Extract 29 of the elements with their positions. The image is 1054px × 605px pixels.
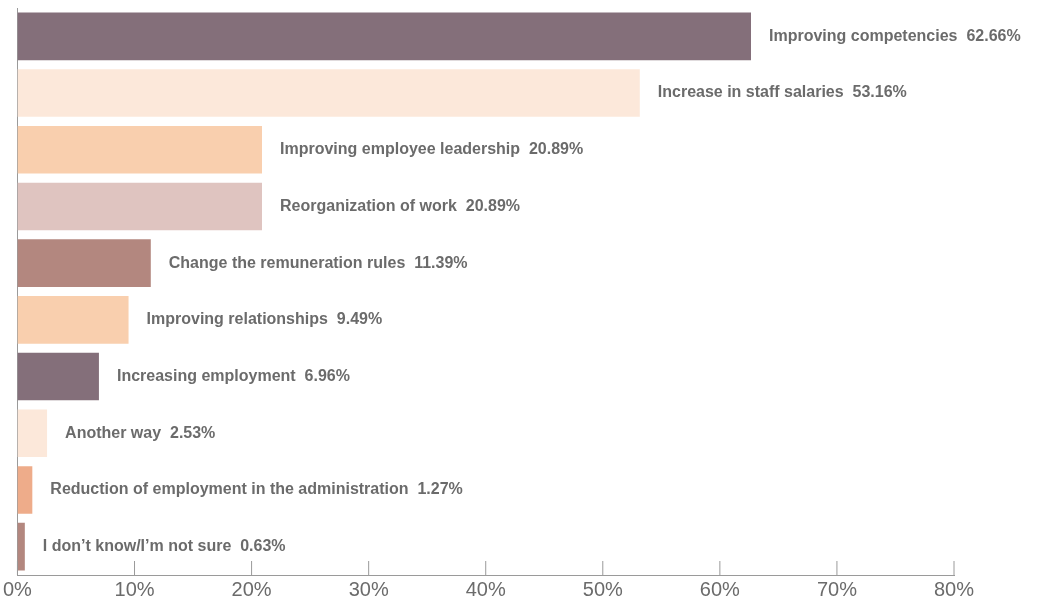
x-tick-label: 80% — [933, 577, 975, 600]
x-tick-label: 40% — [465, 577, 506, 600]
bar — [17, 466, 33, 514]
bar — [17, 12, 751, 61]
x-tick-label: 50% — [582, 577, 624, 600]
category-label: Change the remuneration rules 11.39% — [168, 253, 468, 271]
category-label: Improving employee leadership 20.89% — [280, 140, 584, 158]
category-label: Improving competencies 62.66% — [769, 26, 1021, 44]
x-tick-label: 70% — [816, 577, 858, 600]
category-label: Improving relationships 9.49% — [146, 310, 383, 328]
bar — [17, 182, 263, 231]
category-label: Reorganization of work 20.89% — [280, 196, 521, 214]
category-label: I don’t know/I’m not sure 0.63% — [42, 537, 286, 555]
category-label: Reduction of employment in the administration 1.27% — [50, 480, 463, 498]
x-tick-label: 20% — [231, 577, 272, 600]
category-label: Another way 2.53% — [65, 423, 216, 441]
bar — [17, 296, 129, 344]
x-tick-label: 60% — [699, 577, 741, 600]
bar — [17, 522, 25, 571]
x-tick-label: 30% — [348, 577, 389, 600]
x-tick-label: 0% — [3, 577, 33, 600]
bar — [17, 239, 151, 287]
category-label: Increasing employment 6.96% — [116, 366, 350, 384]
category-label: Increase in staff salaries 53.16% — [657, 83, 907, 101]
bar — [17, 125, 263, 174]
bar — [17, 69, 640, 117]
bar — [17, 352, 99, 401]
bar — [17, 409, 48, 458]
x-tick-label: 10% — [114, 577, 155, 600]
